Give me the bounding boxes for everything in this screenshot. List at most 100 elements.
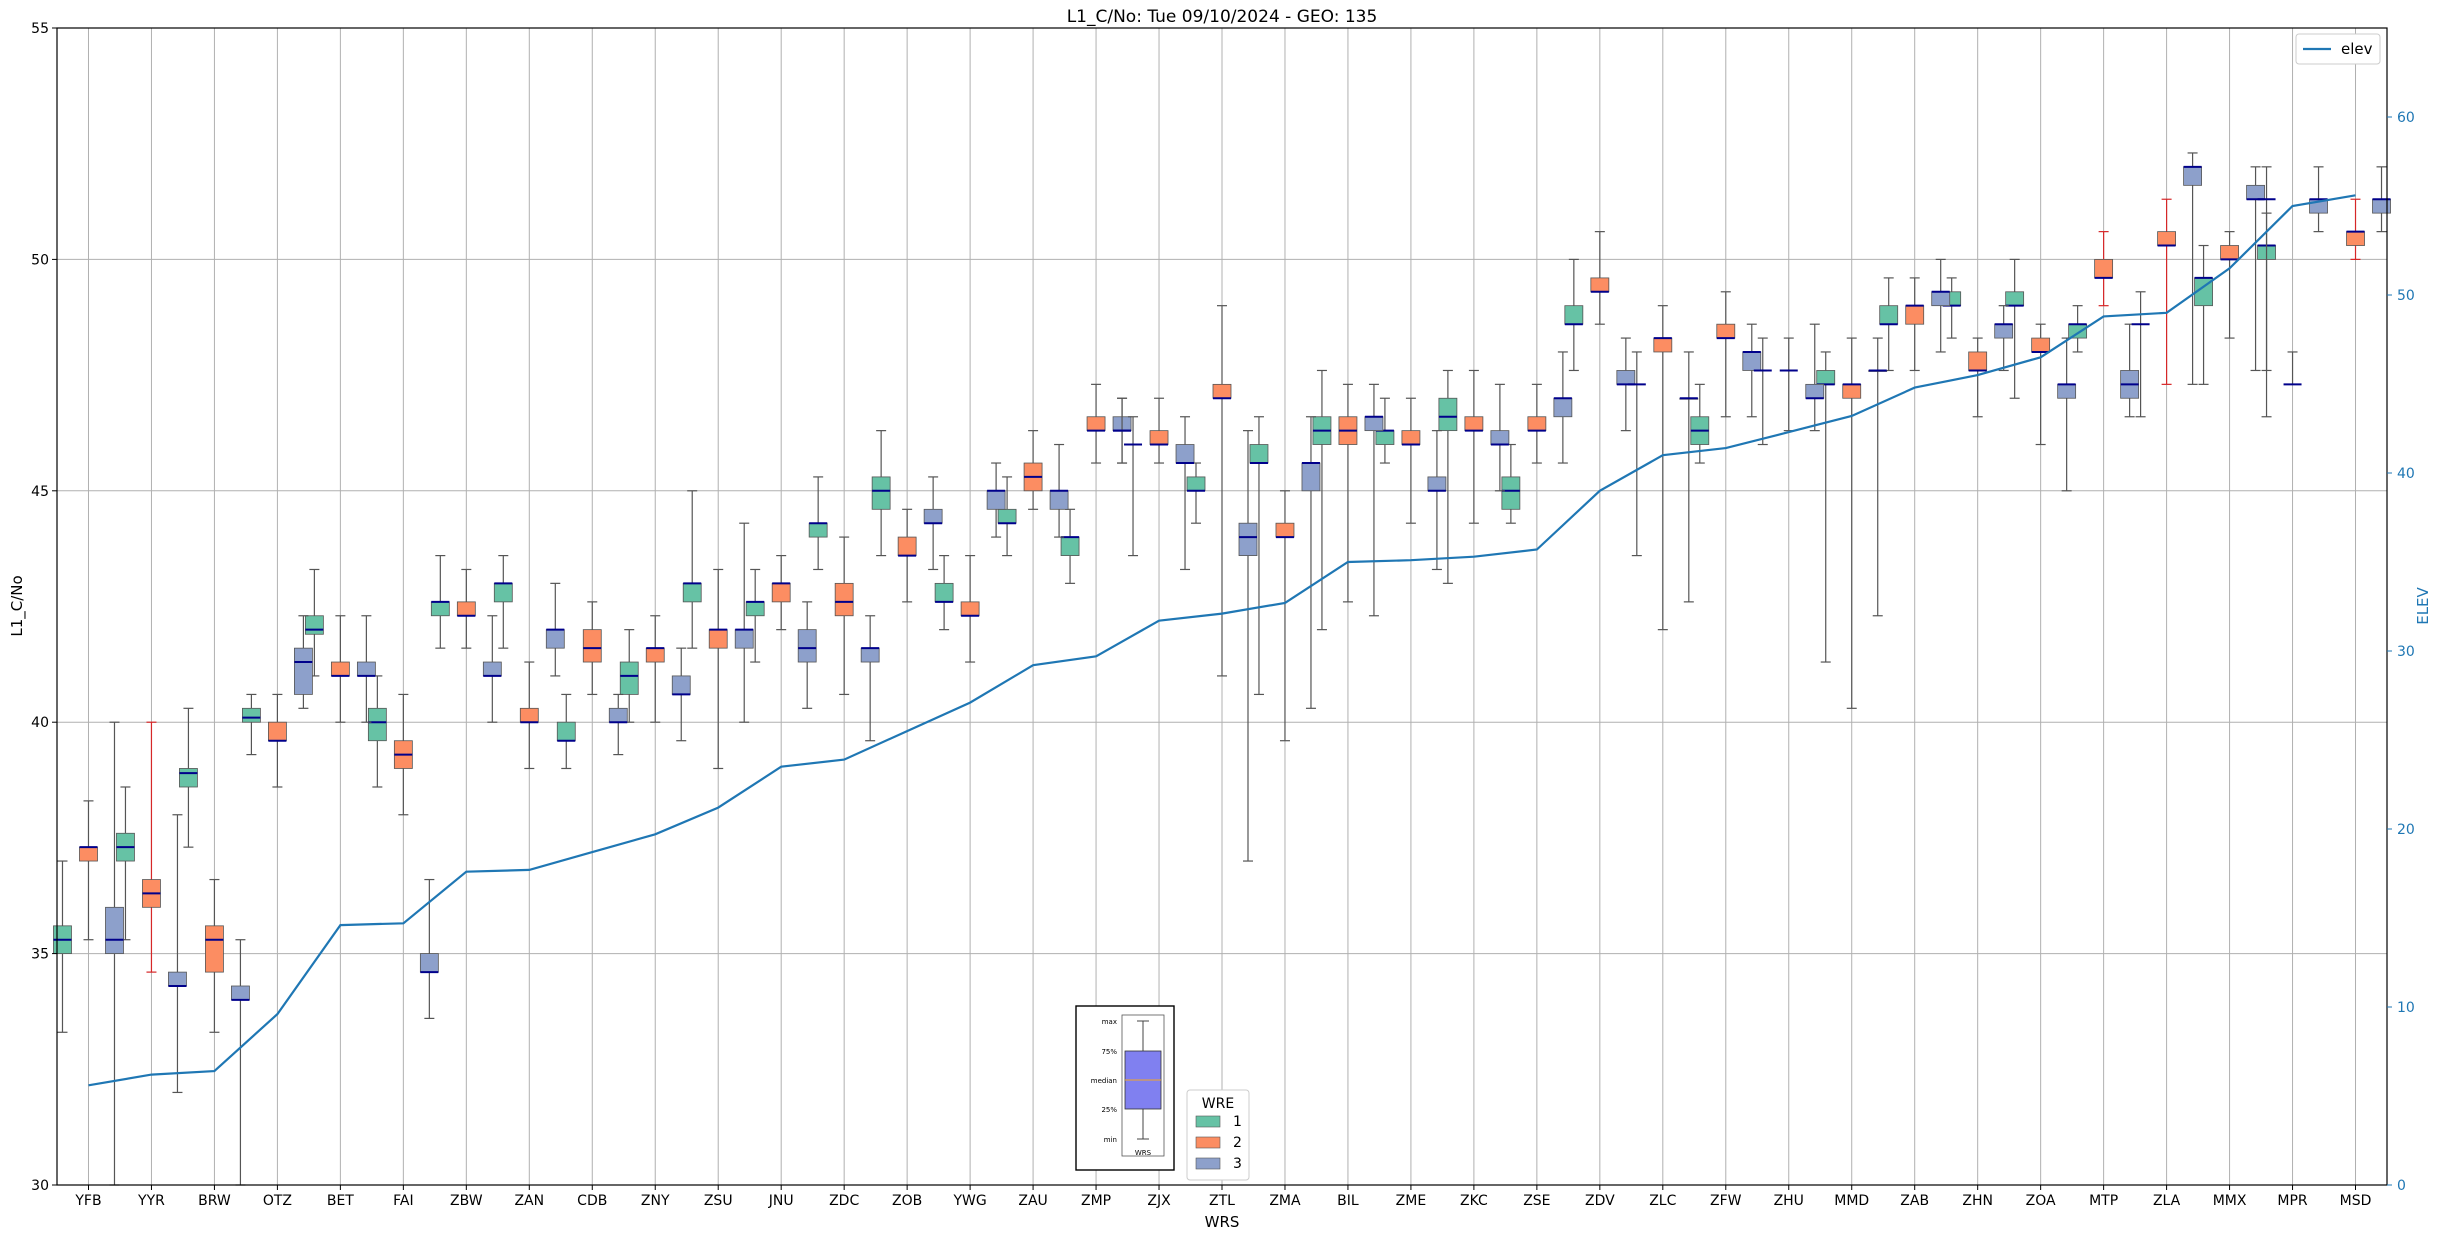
x-tick-label: YYR bbox=[137, 1193, 165, 1209]
x-tick-label: MSD bbox=[2340, 1193, 2372, 1209]
x-tick-label: ZKC bbox=[1460, 1193, 1488, 1209]
box-wre2 bbox=[519, 661, 539, 770]
box-body bbox=[1275, 522, 1295, 538]
box-body bbox=[1905, 305, 1925, 325]
x-axis-label: WRS bbox=[1205, 1213, 1240, 1231]
x-tick-label: ZFW bbox=[1710, 1193, 1742, 1209]
box-wre1 bbox=[1186, 462, 1206, 524]
box-wre1 bbox=[116, 786, 135, 941]
box-wre2 bbox=[205, 878, 224, 1033]
box-wre2 bbox=[834, 536, 854, 696]
x-tick-label: BRW bbox=[198, 1193, 231, 1209]
y-axis-label: L1_C/No bbox=[8, 575, 27, 636]
elev-legend: elev bbox=[2295, 33, 2381, 65]
box-body bbox=[1049, 490, 1069, 510]
box-wre3 bbox=[1427, 430, 1447, 571]
box-body bbox=[2220, 245, 2239, 260]
box-body bbox=[2372, 198, 2391, 214]
box-wre1 bbox=[430, 554, 450, 649]
box-body bbox=[1842, 383, 1862, 399]
box-wre3 bbox=[1742, 323, 1762, 418]
box-wre2 bbox=[1338, 383, 1358, 603]
box-body bbox=[986, 490, 1006, 510]
box-wre3 bbox=[1553, 351, 1573, 464]
box-wre2 bbox=[2157, 198, 2176, 385]
x-tick-label: YFB bbox=[74, 1193, 101, 1209]
box-wre3 bbox=[1616, 337, 1636, 432]
box-wre2 bbox=[2094, 231, 2114, 307]
box-wre1 bbox=[2005, 258, 2025, 399]
box-wre3 bbox=[797, 601, 817, 709]
x-tick-label: OTZ bbox=[263, 1193, 292, 1209]
box-body bbox=[1427, 476, 1447, 492]
box-wre3 bbox=[1931, 258, 1951, 353]
box-wre3 bbox=[671, 647, 691, 742]
box-wre3 bbox=[1238, 430, 1258, 862]
x-tick-label: ZMA bbox=[1269, 1193, 1301, 1209]
box-wre1 bbox=[682, 490, 702, 649]
box-wre3 bbox=[1175, 416, 1195, 571]
box-wre3 bbox=[860, 615, 880, 742]
y-axis-right: 0 10 20 30 40 50 60 bbox=[2387, 110, 2415, 1194]
box-body bbox=[671, 675, 691, 695]
box-body bbox=[1401, 430, 1421, 445]
box-body bbox=[482, 661, 502, 677]
box-wre3 bbox=[734, 522, 754, 723]
box-body bbox=[834, 582, 854, 617]
box-key-inset: max 75% median 25% min WRS bbox=[1075, 1005, 1175, 1171]
box-wre3 bbox=[986, 462, 1006, 538]
box-wre2 bbox=[456, 568, 476, 649]
box-body bbox=[2183, 166, 2202, 186]
box-body bbox=[1464, 416, 1484, 432]
x-tick-label: ZOB bbox=[892, 1193, 922, 1209]
x-tick-label: ZLA bbox=[2153, 1193, 2181, 1209]
box-body bbox=[1816, 370, 1836, 385]
x-tick-label: ZHU bbox=[1774, 1193, 1804, 1209]
box-wre2 bbox=[2031, 323, 2051, 446]
box-wre1 bbox=[619, 629, 639, 723]
x-tick-label: ZAB bbox=[1900, 1193, 1929, 1209]
box-extra-wre1 bbox=[2131, 291, 2150, 418]
box-body bbox=[168, 971, 187, 987]
box-wre1 bbox=[179, 707, 198, 848]
x-tick-label: YWG bbox=[952, 1193, 986, 1209]
box-body bbox=[430, 601, 450, 617]
box-wre1 bbox=[997, 476, 1017, 557]
y2-tick-label: 0 bbox=[2397, 1178, 2406, 1194]
box-body bbox=[367, 707, 387, 742]
box-body bbox=[997, 508, 1017, 524]
box-body bbox=[2031, 337, 2051, 353]
box-body bbox=[871, 476, 891, 510]
box-body bbox=[1249, 444, 1269, 464]
box-body bbox=[860, 647, 880, 663]
box-wre2 bbox=[79, 800, 98, 941]
x-tick-label: ZHN bbox=[1962, 1193, 1993, 1209]
box-body bbox=[923, 508, 943, 524]
box-wre1 bbox=[1564, 258, 1584, 372]
box-wre1 bbox=[304, 568, 324, 677]
box-body bbox=[960, 601, 980, 617]
y2-tick-label: 50 bbox=[2397, 288, 2415, 304]
box-body bbox=[356, 661, 376, 677]
x-tick-label: CDB bbox=[577, 1193, 607, 1209]
box-body bbox=[1653, 337, 1673, 353]
box-wre3 bbox=[1364, 383, 1384, 617]
box-wre1 bbox=[1816, 351, 1836, 663]
x-tick-label: ZDV bbox=[1585, 1193, 1615, 1209]
box-body bbox=[419, 953, 439, 973]
y-tick-label: 45 bbox=[31, 484, 49, 500]
box-wre1 bbox=[871, 430, 891, 557]
box-body bbox=[1879, 305, 1899, 325]
box-wre2 bbox=[268, 693, 287, 788]
grid-lines bbox=[57, 28, 2387, 1185]
y2-tick-label: 10 bbox=[2397, 1000, 2415, 1016]
x-tick-label: ZOA bbox=[2026, 1193, 2056, 1209]
wre-legend-frame bbox=[1186, 1089, 1250, 1181]
box-wre2 bbox=[1023, 430, 1043, 510]
x-tick-label: MTP bbox=[2089, 1193, 2118, 1209]
box-body bbox=[708, 629, 728, 649]
y2-axis-label: ELEV bbox=[2414, 586, 2432, 624]
key-xlabel: WRS bbox=[1135, 1149, 1152, 1157]
box-body bbox=[2005, 291, 2025, 307]
box-body bbox=[1212, 383, 1232, 399]
